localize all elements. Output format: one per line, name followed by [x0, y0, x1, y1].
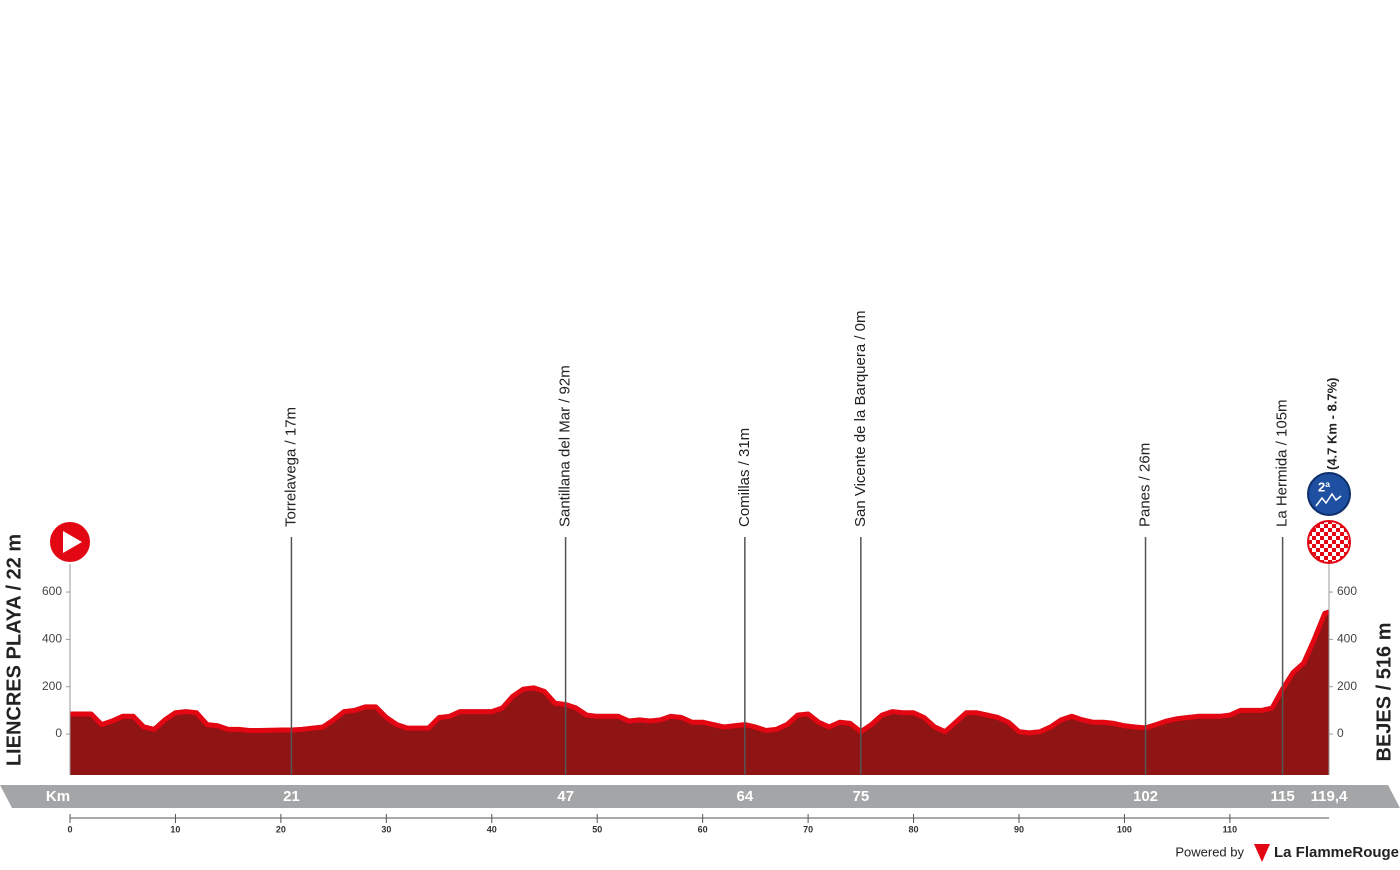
waypoint-label: Santillana del Mar / 92m — [557, 365, 574, 527]
finish-km: 119,4 — [1311, 788, 1348, 805]
x-tick-label: 80 — [909, 824, 919, 834]
y2-tick-label: 0 — [1337, 726, 1344, 740]
waypoint-km: 75 — [852, 788, 869, 805]
climb-badge: 2ª — [1307, 472, 1351, 516]
waypoint-km: 21 — [283, 788, 300, 805]
y-tick-label: 600 — [42, 584, 62, 598]
waypoint-km: 102 — [1133, 788, 1158, 805]
x-tick-label: 20 — [276, 824, 286, 834]
brand-logo — [1254, 844, 1270, 862]
x-tick-label: 10 — [170, 824, 180, 834]
climb-category: 2ª — [1318, 479, 1330, 494]
y-tick-label: 0 — [55, 726, 62, 740]
y-tick-label: 400 — [42, 632, 62, 646]
elevation-edge — [70, 609, 1330, 736]
x-tick-label: 100 — [1117, 824, 1132, 834]
x-tick-label: 60 — [698, 824, 708, 834]
x-tick-label: 110 — [1223, 824, 1238, 834]
footer-powered: Powered by — [1175, 844, 1244, 859]
x-tick-label: 0 — [67, 824, 72, 834]
x-tick-label: 50 — [592, 824, 602, 834]
waypoint-label: Panes / 26m — [1136, 443, 1153, 527]
y-tick-label: 200 — [42, 679, 62, 693]
waypoint-km: 115 — [1271, 788, 1295, 805]
waypoint-label: Comillas / 31m — [736, 428, 753, 527]
waypoint-km: 64 — [736, 788, 753, 805]
waypoint-label: San Vicente de la Barquera / 0m — [852, 310, 869, 527]
waypoint-label: La Hermida / 105m — [1274, 399, 1291, 527]
start-label: LIENCRES PLAYA / 22 m — [3, 534, 25, 766]
elevation-area — [70, 611, 1329, 775]
finish-icon — [1307, 520, 1351, 564]
waypoint-label: Torrelavega / 17m — [282, 407, 299, 527]
y2-tick-label: 600 — [1337, 584, 1357, 598]
climb-label: (4.7 Km - 8.7%) — [1324, 378, 1339, 470]
x-axis-label: Km — [46, 788, 70, 805]
y2-tick-label: 200 — [1337, 679, 1357, 693]
waypoint-km: 47 — [557, 788, 574, 805]
x-tick-label: 30 — [381, 824, 391, 834]
y2-tick-label: 400 — [1337, 632, 1357, 646]
x-tick-label: 90 — [1014, 824, 1024, 834]
km-strip — [0, 785, 1400, 808]
x-tick-label: 70 — [803, 824, 813, 834]
x-tick-label: 40 — [487, 824, 497, 834]
start-icon — [48, 520, 92, 564]
finish-label: BEJES / 516 m — [1373, 623, 1395, 762]
footer-brand: La FlammeRouge — [1274, 844, 1399, 861]
